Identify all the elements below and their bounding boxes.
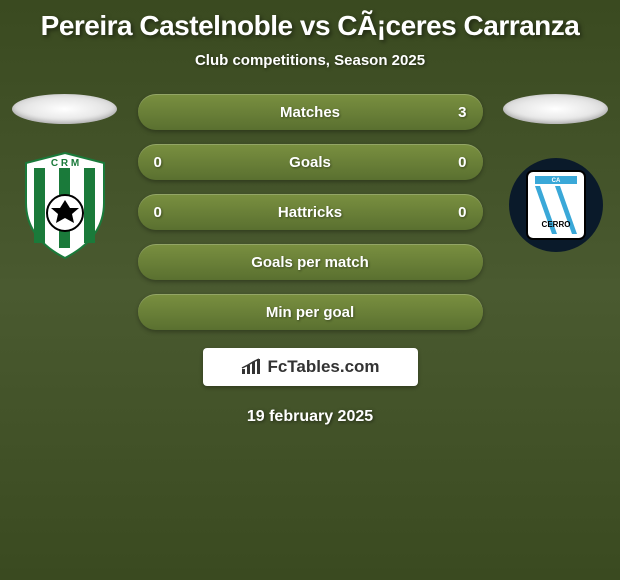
subtitle: Club competitions, Season 2025 xyxy=(0,47,620,94)
stat-row-hattricks: 0 Hattricks 0 xyxy=(138,194,483,230)
stat-right-value: 0 xyxy=(446,204,466,221)
stat-left-value: 0 xyxy=(154,204,174,221)
chart-icon xyxy=(240,358,262,376)
stat-row-goals-per-match: Goals per match xyxy=(138,244,483,280)
watermark-text: FcTables.com xyxy=(267,357,379,377)
stat-right-value: 3 xyxy=(447,104,467,121)
stat-left-value: 0 xyxy=(154,154,174,171)
player-left-placeholder xyxy=(12,94,117,124)
stat-label: Matches xyxy=(280,104,340,121)
stats-column: Matches 3 0 Goals 0 0 Hattricks 0 Goals … xyxy=(138,94,483,330)
stat-label: Goals per match xyxy=(251,254,369,271)
stat-label: Min per goal xyxy=(266,304,354,321)
team-right-column: CA CERRO xyxy=(501,94,611,254)
stat-label: Goals xyxy=(289,154,331,171)
team-left-column: C R M xyxy=(10,94,120,254)
team-left-logo: C R M xyxy=(16,156,114,254)
svg-text:C R M: C R M xyxy=(50,158,78,169)
watermark-badge: FcTables.com xyxy=(203,348,418,386)
team-right-logo: CA CERRO xyxy=(507,156,605,254)
stat-row-min-per-goal: Min per goal xyxy=(138,294,483,330)
comparison-date: 19 february 2025 xyxy=(0,408,620,426)
stat-row-goals: 0 Goals 0 xyxy=(138,144,483,180)
comparison-title: Pereira Castelnoble vs CÃ¡ceres Carranza xyxy=(0,0,620,47)
stat-row-matches: Matches 3 xyxy=(138,94,483,130)
stat-right-value: 0 xyxy=(447,154,467,171)
svg-text:CERRO: CERRO xyxy=(541,220,570,229)
player-right-placeholder xyxy=(503,94,608,124)
main-content: C R M Matches 3 0 Goals 0 0 Hattricks 0 xyxy=(0,94,620,330)
stat-label: Hattricks xyxy=(278,204,342,221)
svg-text:CA: CA xyxy=(551,178,560,184)
